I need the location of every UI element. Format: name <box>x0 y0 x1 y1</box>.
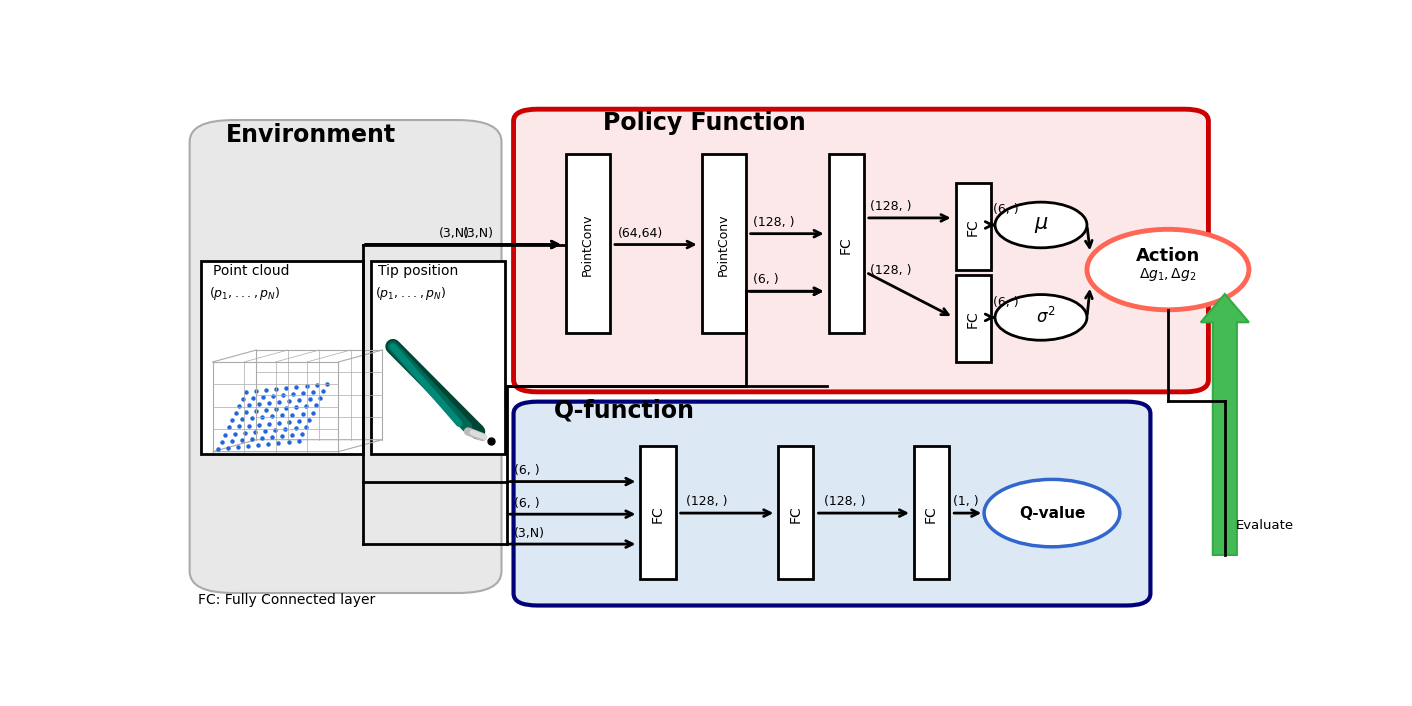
Text: FC: Fully Connected layer: FC: Fully Connected layer <box>198 592 376 606</box>
Text: (64,64): (64,64) <box>617 227 662 239</box>
Text: (6, ): (6, ) <box>514 497 539 510</box>
Text: (128, ): (128, ) <box>753 216 795 229</box>
Text: (6, ): (6, ) <box>514 465 539 477</box>
Text: (128, ): (128, ) <box>870 264 912 277</box>
Text: FC: FC <box>788 505 802 523</box>
Text: (3,N): (3,N) <box>439 227 470 239</box>
Text: (128, ): (128, ) <box>870 200 912 213</box>
Bar <box>566 154 610 333</box>
FancyArrow shape <box>1200 294 1250 555</box>
Circle shape <box>995 294 1087 340</box>
FancyBboxPatch shape <box>189 120 501 593</box>
Bar <box>956 275 991 362</box>
Text: FC: FC <box>651 505 665 523</box>
Bar <box>829 154 864 333</box>
Text: Q-value: Q-value <box>1018 505 1086 520</box>
Text: Q-function: Q-function <box>554 399 695 423</box>
Bar <box>371 261 505 455</box>
Bar <box>201 261 363 455</box>
Text: Action: Action <box>1135 247 1200 265</box>
Text: FC: FC <box>923 505 938 523</box>
Text: Policy Function: Policy Function <box>603 111 806 135</box>
Text: $\Delta g_1, \Delta g_2$: $\Delta g_1, \Delta g_2$ <box>1139 266 1197 284</box>
Text: $(p_1,...,p_N)$: $(p_1,...,p_N)$ <box>209 285 281 302</box>
Text: $\sigma^2$: $\sigma^2$ <box>1035 307 1055 328</box>
Text: $(p_1,...,p_N)$: $(p_1,...,p_N)$ <box>374 285 446 302</box>
Text: PointConv: PointConv <box>580 214 594 276</box>
Bar <box>956 183 991 270</box>
Text: (6, ): (6, ) <box>753 273 779 286</box>
Bar <box>702 154 746 333</box>
Text: (128, ): (128, ) <box>825 495 866 508</box>
Bar <box>641 446 675 580</box>
Text: (128, ): (128, ) <box>686 495 729 508</box>
FancyBboxPatch shape <box>514 402 1151 606</box>
Text: (3,N): (3,N) <box>514 527 545 539</box>
Text: Point cloud: Point cloud <box>213 264 289 277</box>
Text: Tip position: Tip position <box>378 264 457 277</box>
Text: (1, ): (1, ) <box>953 495 979 508</box>
Bar <box>778 446 813 580</box>
Text: PointConv: PointConv <box>717 214 730 276</box>
FancyBboxPatch shape <box>514 109 1209 392</box>
Text: (6, ): (6, ) <box>993 203 1018 216</box>
Text: FC: FC <box>839 237 853 254</box>
Text: Evaluate: Evaluate <box>1236 518 1293 532</box>
Text: (6, ): (6, ) <box>993 296 1018 309</box>
Circle shape <box>984 479 1120 546</box>
Circle shape <box>995 202 1087 248</box>
Text: $\mu$: $\mu$ <box>1034 215 1048 235</box>
Bar <box>914 446 949 580</box>
Text: (3,N): (3,N) <box>463 227 494 239</box>
Circle shape <box>1087 229 1250 310</box>
Text: FC: FC <box>966 311 980 328</box>
Text: FC: FC <box>966 218 980 236</box>
Text: Environment: Environment <box>226 124 395 148</box>
